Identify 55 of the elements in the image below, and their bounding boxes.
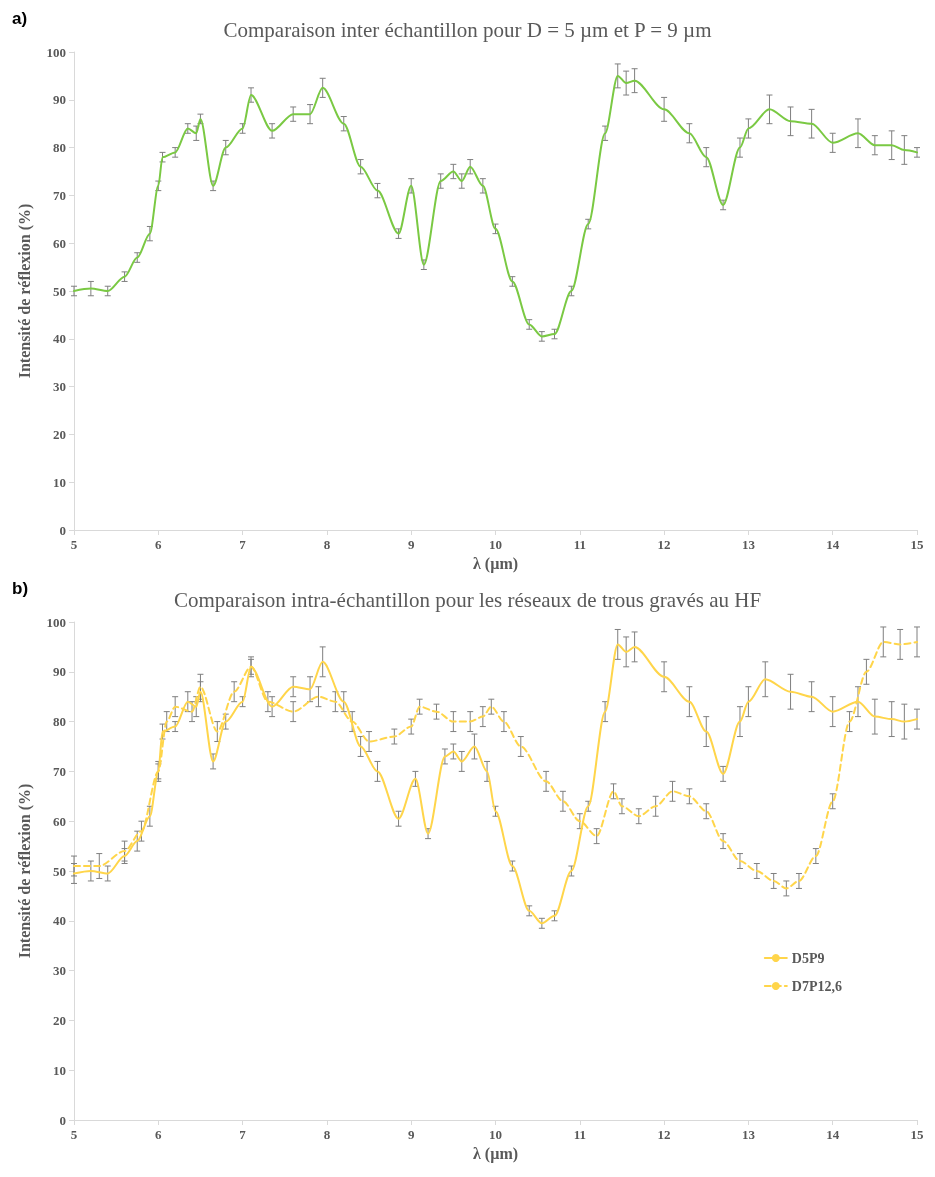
x-tick-label: 12 [657,537,671,552]
y-tick-label: 60 [53,235,66,251]
x-tick-label: 11 [573,1127,586,1142]
line-series [73,74,918,338]
y-tick-label: 0 [59,1112,66,1128]
y-tick-label: 90 [53,664,66,680]
y-tick-label: 20 [53,1012,66,1028]
y-tick-label: 50 [53,283,66,299]
x-tick-label: 9 [407,537,415,552]
x-tick-label: 13 [741,537,756,552]
x-tick-label: 15 [910,537,924,552]
x-tick-label: 10 [489,537,502,552]
y-tick-label: 70 [53,763,66,779]
text: a) [12,9,28,28]
y-tick-label: 0 [59,522,66,538]
x-axis-title: λ (µm) [472,555,519,574]
y-tick-label: 10 [53,474,66,490]
x-tick-label: 9 [407,1127,415,1142]
legend-label: D5P9 [791,950,825,966]
x-tick-label: 5 [70,1127,78,1142]
x-tick-label: 8 [323,537,331,552]
x-tick-label: 14 [826,537,840,552]
y-tick-label: 100 [46,44,66,60]
x-tick-label: 7 [239,1127,247,1142]
y-tick-label: 30 [53,379,66,395]
x-tick-label: 15 [910,1127,924,1142]
x-tick-label: 6 [155,1127,163,1142]
x-tick-label: 11 [573,537,586,552]
chart-title: Comparaison inter échantillon pour D = 5 µm et P = 9 µm [223,17,712,42]
x-axis-title: λ (µm) [472,1145,519,1164]
y-tick-label: 50 [53,863,66,879]
y-tick-label: 80 [53,140,66,156]
x-tick-label: 14 [826,1127,840,1142]
y-axis-title: Intensité de réflexion (%) [15,783,34,959]
y-tick-label: 60 [53,813,66,829]
y-tick-label: 30 [53,963,66,979]
y-tick-label: 100 [46,614,66,630]
x-tick-label: 13 [741,1127,756,1142]
y-axis-title: Intensité de réflexion (%) [15,203,34,379]
y-tick-label: 20 [53,426,66,442]
y-tick-label: 90 [53,92,66,108]
y-tick-label: 70 [53,187,66,203]
y-tick-label: 10 [53,1062,66,1078]
y-tick-label: 80 [53,714,66,730]
x-tick-label: 7 [239,537,247,552]
text: b) [12,579,29,598]
legend-label: D7P12,6 [791,978,843,994]
x-tick-label: 12 [657,1127,671,1142]
x-tick-label: 6 [155,537,163,552]
y-tick-label: 40 [53,331,66,347]
x-tick-label: 8 [323,1127,331,1142]
x-tick-label: 10 [489,1127,502,1142]
x-tick-label: 5 [70,537,78,552]
y-tick-label: 40 [53,913,66,929]
chart-title: Comparaison intra-échantillon pour les réseaux de trous gravés au HF [173,587,762,612]
